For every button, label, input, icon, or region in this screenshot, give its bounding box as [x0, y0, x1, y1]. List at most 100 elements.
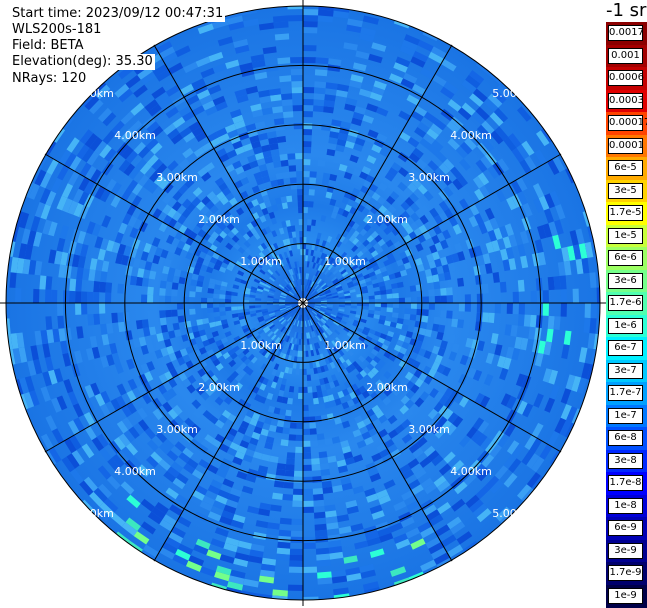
reflectivity-gate	[160, 324, 168, 333]
reflectivity-gate	[83, 412, 96, 426]
reflectivity-gate	[387, 222, 397, 232]
reflectivity-gate	[438, 273, 446, 282]
reflectivity-gate	[278, 371, 285, 379]
reflectivity-gate	[315, 348, 320, 356]
reflectivity-gate	[465, 494, 480, 509]
reflectivity-gate	[416, 158, 428, 170]
reflectivity-gate	[265, 282, 272, 287]
reflectivity-gate	[224, 123, 237, 134]
reflectivity-gate	[270, 94, 282, 102]
reflectivity-gate	[303, 153, 311, 160]
reflectivity-gate	[327, 264, 334, 271]
reflectivity-gate	[237, 445, 248, 455]
reflectivity-gate	[346, 505, 359, 515]
reflectivity-gate	[454, 242, 463, 253]
reflectivity-gate	[361, 289, 369, 294]
reflectivity-gate	[196, 219, 206, 229]
reflectivity-gate	[16, 332, 25, 349]
reflectivity-gate	[200, 382, 210, 392]
reflectivity-gate	[435, 151, 448, 163]
reflectivity-gate	[281, 292, 287, 296]
reflectivity-gate	[290, 530, 303, 537]
reflectivity-gate	[387, 443, 398, 454]
reflectivity-gate	[383, 479, 396, 490]
reflectivity-gate	[537, 225, 547, 240]
reflectivity-gate	[296, 320, 300, 327]
reflectivity-gate	[170, 133, 184, 145]
reflectivity-gate	[295, 279, 299, 286]
reflectivity-gate	[146, 343, 155, 354]
reflectivity-gate	[450, 521, 466, 535]
reflectivity-gate	[324, 382, 331, 390]
reflectivity-gate	[332, 156, 342, 164]
reflectivity-gate	[434, 167, 446, 179]
reflectivity-gate	[260, 428, 269, 437]
reflectivity-gate	[365, 395, 374, 404]
reflectivity-gate	[438, 189, 449, 201]
reflectivity-gate	[389, 191, 400, 201]
reflectivity-gate	[371, 432, 381, 442]
reflectivity-gate	[214, 226, 223, 235]
reflectivity-gate	[200, 214, 210, 224]
reflectivity-gate	[282, 493, 293, 501]
reflectivity-gate	[522, 202, 533, 217]
reflectivity-gate	[333, 280, 340, 285]
reflectivity-gate	[306, 320, 310, 327]
reflectivity-gate	[335, 144, 345, 153]
reflectivity-gate	[410, 212, 420, 222]
reflectivity-gate	[41, 433, 54, 450]
reflectivity-gate	[520, 255, 529, 269]
reflectivity-gate	[417, 184, 428, 195]
reflectivity-gate	[250, 227, 258, 235]
azimuth-spoke	[302, 153, 562, 304]
reflectivity-gate	[569, 230, 579, 246]
reflectivity-gate	[71, 450, 85, 466]
reflectivity-gate	[162, 214, 173, 225]
reflectivity-gate	[104, 148, 117, 162]
azimuth-spokes	[0, 0, 606, 606]
colorbar-tick-label: 3e-6	[608, 272, 643, 289]
reflectivity-gate	[409, 221, 419, 232]
reflectivity-gate	[361, 342, 369, 349]
reflectivity-gate	[180, 83, 194, 96]
reflectivity-gate	[183, 131, 196, 143]
reflectivity-gate	[194, 262, 203, 270]
reflectivity-gate	[169, 504, 183, 516]
reflectivity-gate	[365, 355, 373, 364]
range-label: 1.00km	[240, 255, 282, 268]
reflectivity-gate	[285, 301, 292, 303]
reflectivity-gate	[105, 178, 117, 192]
reflectivity-gate	[440, 86, 455, 100]
reflectivity-gate	[110, 195, 122, 208]
reflectivity-gate	[289, 324, 294, 331]
reflectivity-gate	[476, 124, 491, 139]
colorbar-swatch: 1.7e-5	[606, 202, 647, 226]
reflectivity-gate	[204, 434, 215, 444]
reflectivity-gate	[168, 62, 184, 75]
reflectivity-gate	[85, 347, 95, 361]
reflectivity-gate	[547, 276, 555, 291]
reflectivity-gate	[214, 284, 221, 290]
reflectivity-gate	[219, 153, 230, 163]
reflectivity-gate	[422, 309, 429, 317]
reflectivity-gate	[244, 330, 251, 336]
reflectivity-gate	[338, 266, 345, 273]
reflectivity-gate	[212, 95, 226, 106]
reflectivity-gate	[63, 290, 70, 303]
reflectivity-gate	[352, 62, 367, 72]
reflectivity-gate	[193, 349, 202, 358]
reflectivity-gate	[371, 144, 382, 154]
reflectivity-gate	[76, 144, 90, 160]
reflectivity-gate	[465, 337, 474, 348]
reflectivity-gate	[150, 125, 164, 138]
reflectivity-gate	[75, 291, 82, 303]
reflectivity-gate	[270, 274, 277, 281]
reflectivity-gate	[123, 312, 130, 322]
range-label: 1.00km	[324, 255, 366, 268]
reflectivity-gate	[427, 450, 440, 462]
reflectivity-gate	[317, 571, 332, 579]
reflectivity-gate	[182, 354, 191, 363]
reflectivity-gate	[226, 15, 244, 25]
reflectivity-gate	[226, 447, 238, 457]
reflectivity-gate	[423, 190, 434, 202]
